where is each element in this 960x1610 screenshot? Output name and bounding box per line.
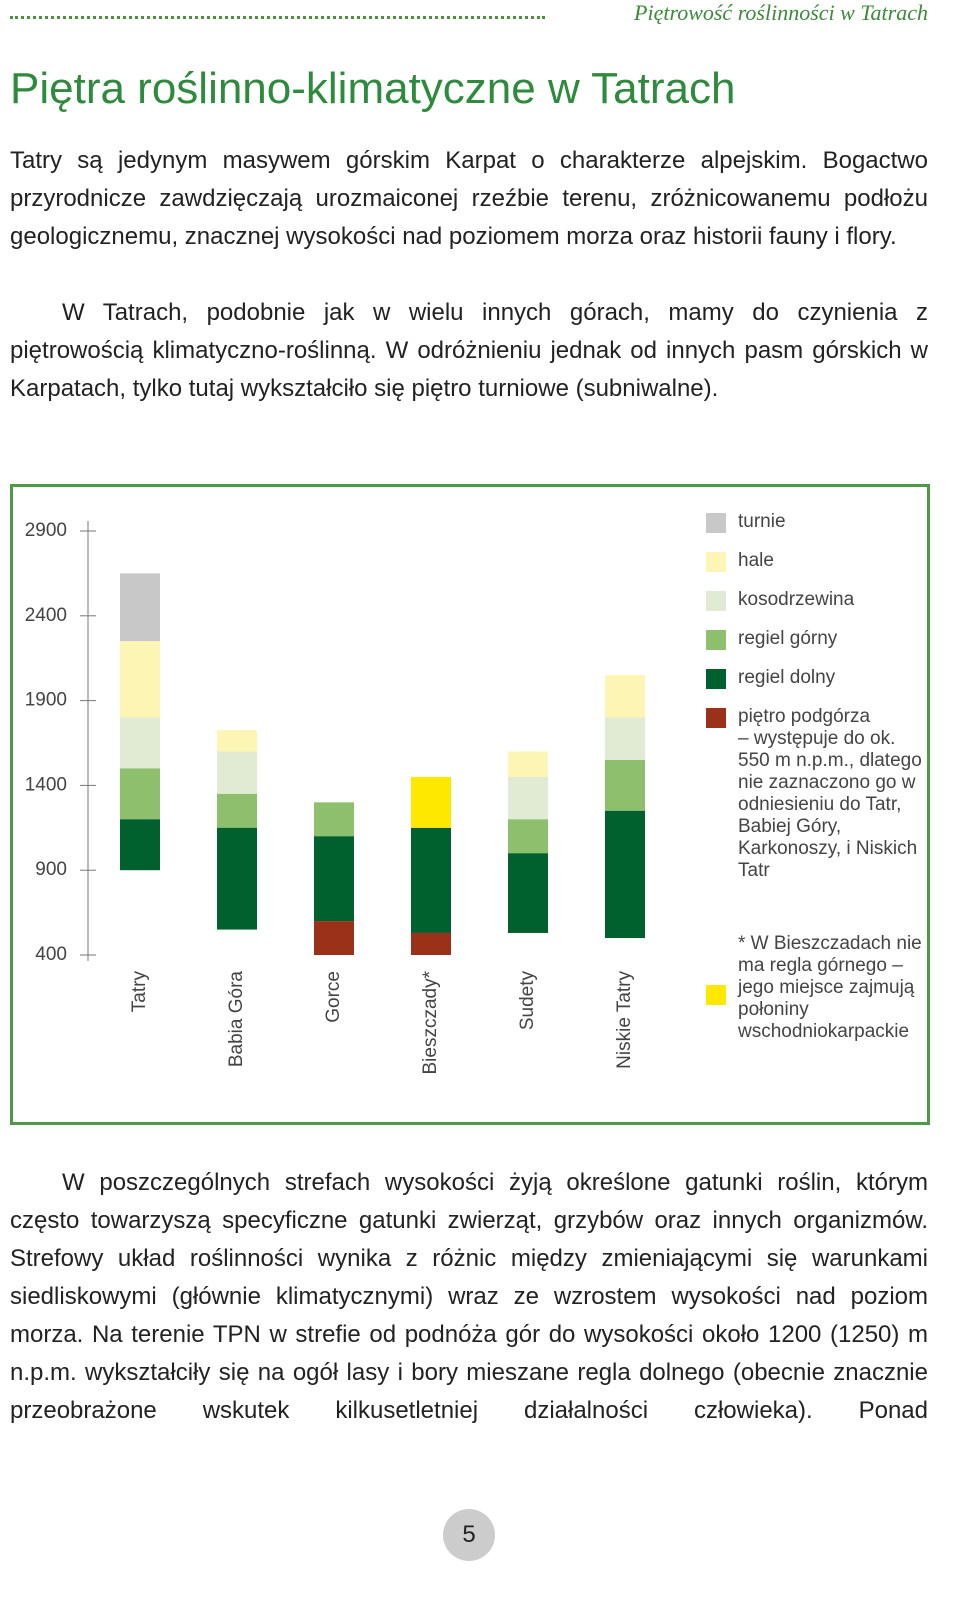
y-tick-label: 1400 <box>25 774 67 795</box>
bar-segment <box>411 932 451 955</box>
legend-swatch <box>706 552 726 572</box>
bar-segment <box>314 802 354 837</box>
legend-label: regiel górny <box>738 628 838 649</box>
bar-segment <box>120 768 160 820</box>
y-tick-label: 2400 <box>25 605 67 626</box>
legend-note: – występuje do ok. 550 m n.p.m., dlatego… <box>738 728 922 881</box>
legend-label: piętro podgórza <box>738 706 871 727</box>
bar-segment <box>508 776 548 820</box>
bar-segment <box>120 573 160 642</box>
bar-segment <box>120 717 160 769</box>
bar-segment <box>411 827 451 933</box>
paragraph: W poszczególnych strefach wysokości żyją… <box>10 1169 928 1424</box>
paragraph: Tatry są jedynym masywem górskim Karpat … <box>10 147 928 250</box>
bar-segment <box>411 776 451 828</box>
y-tick-label: 1900 <box>25 690 67 711</box>
legend-swatch <box>706 985 726 1005</box>
bar-segment <box>605 759 645 811</box>
bar-segment <box>508 853 548 933</box>
x-tick-label: Tatry <box>129 971 150 1013</box>
running-title: Piętrowość roślinności w Tatrach <box>634 0 928 25</box>
header-rule <box>10 16 545 19</box>
legend-label: turnie <box>738 511 786 532</box>
x-tick-label: Sudety <box>517 971 538 1031</box>
bar-segment <box>120 641 160 718</box>
x-tick-label: Gorce <box>323 971 344 1023</box>
chart-box: 400 900 1400 1900 2400 2900 Tatry Babia Góra Gor… <box>10 484 930 1125</box>
bar-segment <box>508 819 548 854</box>
bar-segment <box>120 819 160 871</box>
legend-swatch <box>706 630 726 650</box>
paragraph: W Tatrach, podobnie jak w wielu innych g… <box>10 299 928 402</box>
chart: 400 900 1400 1900 2400 2900 Tatry Babia Góra Gor… <box>25 520 645 1075</box>
y-tick-label: 2900 <box>25 520 67 541</box>
y-tick-label: 400 <box>35 944 67 965</box>
legend-swatch <box>706 669 726 689</box>
x-tick-label: Niskie Tatry <box>614 971 635 1069</box>
legend-label: regiel dolny <box>738 667 836 688</box>
page-number: 5 <box>443 1509 495 1561</box>
legend-label: hale <box>738 550 774 571</box>
bar-segment <box>217 751 257 794</box>
bar-segment <box>605 810 645 939</box>
bar-segment <box>314 921 354 955</box>
y-tick-label: 900 <box>35 859 67 880</box>
title: Piętra roślinno-klimatyczne w Tatrach <box>10 64 736 113</box>
legend-swatch <box>706 708 726 728</box>
legend-label: kosodrzewina <box>738 589 855 610</box>
bar-segment <box>217 730 257 752</box>
legend-label: * W Bieszczadach nie ma regla górnego – … <box>738 933 922 1042</box>
x-tick-label: Babia Góra <box>226 971 247 1068</box>
bar-segment <box>217 827 257 930</box>
bar-segment <box>314 836 354 922</box>
bar-segment <box>508 751 548 777</box>
legend-swatch <box>706 513 726 533</box>
bar-segment <box>605 717 645 760</box>
legend-swatch <box>706 591 726 611</box>
x-tick-label: Bieszczady* <box>420 970 441 1074</box>
bar-segment <box>605 675 645 718</box>
bar-segment <box>217 793 257 828</box>
